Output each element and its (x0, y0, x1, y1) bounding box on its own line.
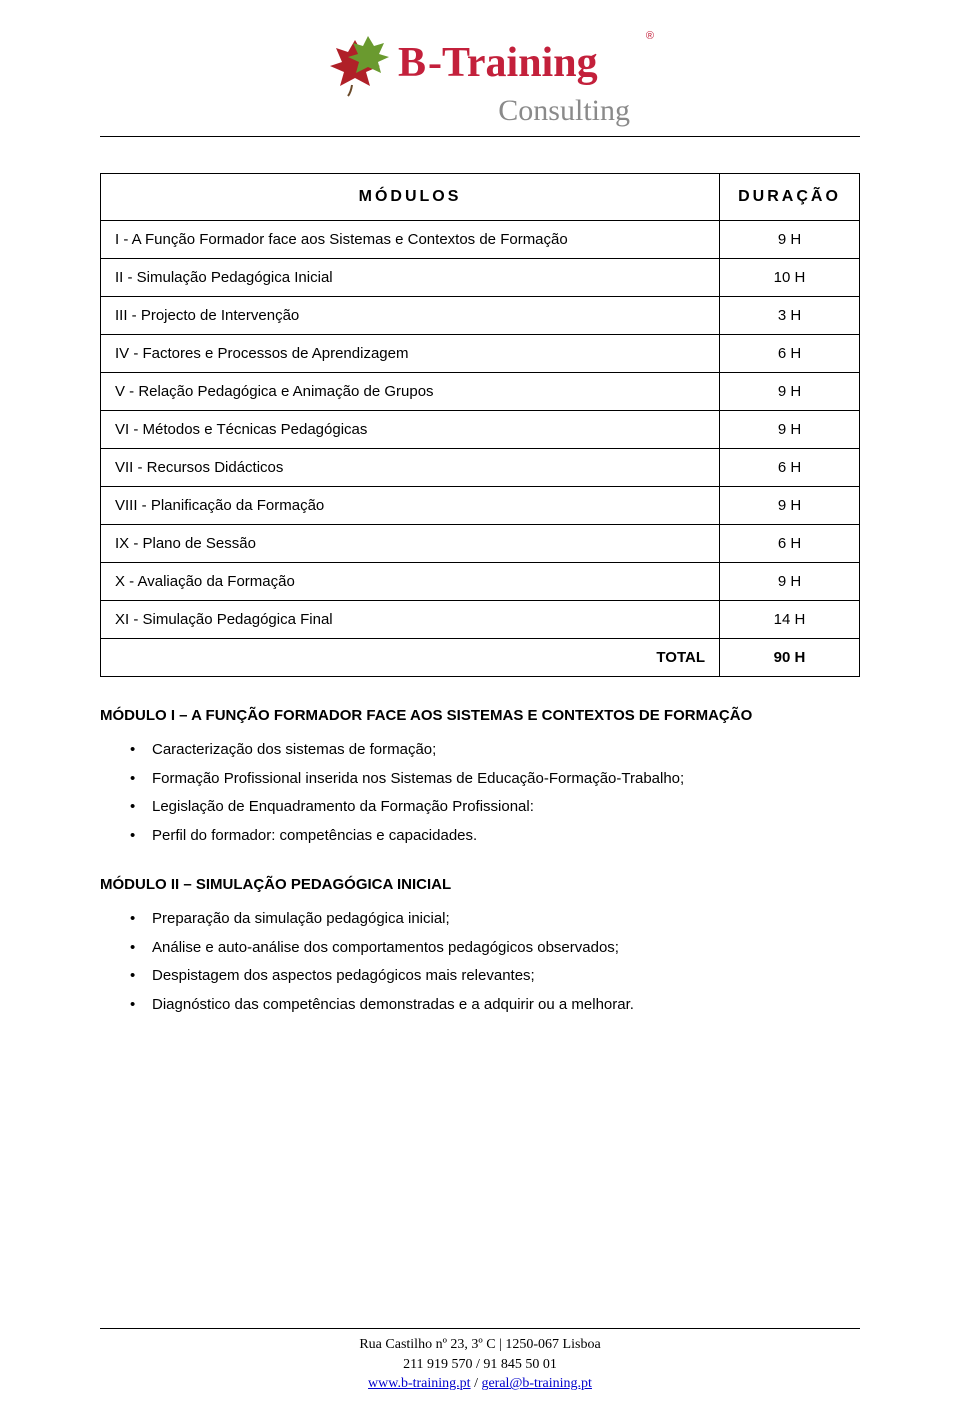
top-divider (100, 136, 860, 137)
module-duration: 14 H (720, 601, 860, 639)
page-footer: Rua Castilho nº 23, 3º C | 1250-067 Lisb… (100, 1328, 860, 1394)
table-row: IX - Plano de Sessão6 H (101, 525, 860, 563)
module2-title: MÓDULO II – SIMULAÇÃO PEDAGÓGICA INICIAL (100, 876, 860, 893)
module-label: VIII - Planificação da Formação (101, 487, 720, 525)
list-item: Análise e auto-análise dos comportamento… (130, 934, 860, 963)
module-duration: 10 H (720, 259, 860, 297)
logo-svg: B -Training (320, 30, 640, 100)
module-label: V - Relação Pedagógica e Animação de Gru… (101, 373, 720, 411)
footer-links: www.b-training.pt / geral@b-training.pt (100, 1374, 860, 1394)
module2-list: Preparação da simulação pedagógica inici… (100, 905, 860, 1019)
table-row: V - Relação Pedagógica e Animação de Gru… (101, 373, 860, 411)
logo-letter: B (398, 40, 426, 86)
maple-leaf-icon (330, 36, 389, 96)
logo-subtitle: Consulting (320, 94, 640, 128)
registered-mark: ® (646, 30, 654, 42)
footer-link-website[interactable]: www.b-training.pt (368, 1376, 471, 1391)
table-row: I - A Função Formador face aos Sistemas … (101, 221, 860, 259)
module1-list: Caracterização dos sistemas de formação;… (100, 736, 860, 850)
list-item: Perfil do formador: competências e capac… (130, 822, 860, 851)
footer-lines: Rua Castilho nº 23, 3º C | 1250-067 Lisb… (100, 1335, 860, 1394)
module-duration: 6 H (720, 449, 860, 487)
module-label: X - Avaliação da Formação (101, 563, 720, 601)
table-row: XI - Simulação Pedagógica Final14 H (101, 601, 860, 639)
table-header-row: MÓDULOS DURAÇÃO (101, 174, 860, 221)
total-value: 90 H (720, 639, 860, 677)
table-row: VIII - Planificação da Formação9 H (101, 487, 860, 525)
module-duration: 9 H (720, 411, 860, 449)
table-row: VI - Métodos e Técnicas Pedagógicas9 H (101, 411, 860, 449)
logo-inner: B -Training ® Consulting (320, 30, 640, 128)
module-duration: 3 H (720, 297, 860, 335)
page: B -Training ® Consulting MÓDULOS DURAÇÃO… (0, 0, 960, 1424)
list-item: Caracterização dos sistemas de formação; (130, 736, 860, 765)
header-logo-block: B -Training ® Consulting (100, 30, 860, 128)
module1-title-text: MÓDULO I – A FUNÇÃO FORMADOR FACE AOS SI… (100, 707, 752, 724)
table-row: X - Avaliação da Formação9 H (101, 563, 860, 601)
table-row: III - Projecto de Intervenção3 H (101, 297, 860, 335)
module-duration: 6 H (720, 525, 860, 563)
col-header-modules: MÓDULOS (101, 174, 720, 221)
modules-table: MÓDULOS DURAÇÃO I - A Função Formador fa… (100, 173, 860, 677)
bottom-divider (100, 1328, 860, 1329)
module-label: III - Projecto de Intervenção (101, 297, 720, 335)
footer-address: Rua Castilho nº 23, 3º C | 1250-067 Lisb… (100, 1335, 860, 1355)
list-item: Diagnóstico das competências demonstrada… (130, 991, 860, 1020)
module-label: XI - Simulação Pedagógica Final (101, 601, 720, 639)
total-label: TOTAL (101, 639, 720, 677)
module2-title-text: MÓDULO II – SIMULAÇÃO PEDAGÓGICA INICIAL (100, 876, 451, 893)
module-label: IX - Plano de Sessão (101, 525, 720, 563)
module-duration: 9 H (720, 221, 860, 259)
module-label: II - Simulação Pedagógica Inicial (101, 259, 720, 297)
table-row: IV - Factores e Processos de Aprendizage… (101, 335, 860, 373)
module-label: IV - Factores e Processos de Aprendizage… (101, 335, 720, 373)
module-label: VI - Métodos e Técnicas Pedagógicas (101, 411, 720, 449)
module-duration: 9 H (720, 563, 860, 601)
module-label: VII - Recursos Didácticos (101, 449, 720, 487)
footer-link-email[interactable]: geral@b-training.pt (481, 1376, 591, 1391)
logo-text: -Training (428, 40, 598, 86)
table-row: II - Simulação Pedagógica Inicial10 H (101, 259, 860, 297)
list-item: Formação Profissional inserida nos Siste… (130, 765, 860, 794)
list-item: Legislação de Enquadramento da Formação … (130, 793, 860, 822)
list-item: Preparação da simulação pedagógica inici… (130, 905, 860, 934)
module-duration: 9 H (720, 487, 860, 525)
table-row: VII - Recursos Didácticos6 H (101, 449, 860, 487)
module-duration: 6 H (720, 335, 860, 373)
module-duration: 9 H (720, 373, 860, 411)
footer-link-separator: / (471, 1376, 482, 1391)
list-item: Despistagem dos aspectos pedagógicos mai… (130, 962, 860, 991)
footer-phone: 211 919 570 / 91 845 50 01 (100, 1355, 860, 1375)
table-total-row: TOTAL 90 H (101, 639, 860, 677)
module-label: I - A Função Formador face aos Sistemas … (101, 221, 720, 259)
module1-title: MÓDULO I – A FUNÇÃO FORMADOR FACE AOS SI… (100, 707, 860, 724)
col-header-duration: DURAÇÃO (720, 174, 860, 221)
